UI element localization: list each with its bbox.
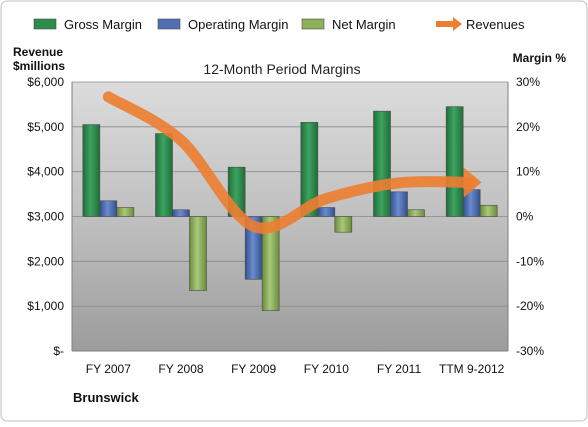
bar-operating-margin	[172, 209, 190, 217]
right-tick-label: 20%	[516, 120, 540, 134]
x-tick-label: TTM 9-2012	[439, 362, 505, 376]
left-tick-label: $4,000	[27, 165, 64, 179]
left-tick-label: $6,000	[27, 75, 64, 89]
revenue-line	[102, 91, 478, 234]
bar-gross-margin	[155, 133, 173, 217]
x-tick-label: FY 2007	[86, 362, 131, 376]
bar-net-margin	[334, 216, 353, 233]
left-tick-label: $3,000	[27, 210, 64, 224]
bar-net-margin	[189, 216, 207, 291]
bar-net-margin	[479, 204, 498, 217]
right-tick-label: 10%	[516, 165, 540, 179]
right-tick-label: -20%	[516, 299, 544, 313]
bar-gross-margin	[373, 110, 391, 217]
left-tick-label: $2,000	[27, 254, 64, 268]
legend-swatch-net-margin	[301, 18, 325, 30]
x-tick-label: FY 2008	[158, 362, 203, 376]
legend-swatch-gross-margin	[33, 18, 57, 30]
left-axis-label-line-2: $millions	[13, 59, 65, 73]
legend-label-gross-margin: Gross Margin	[64, 17, 142, 32]
bar-operating-margin	[317, 207, 336, 217]
legend: Gross Margin Operating Margin Net Margin Re…	[33, 17, 525, 32]
bar-gross-margin	[445, 106, 464, 217]
right-tick-label: -10%	[516, 254, 544, 268]
left-tick-label: $-	[53, 344, 64, 358]
bar-operating-margin	[390, 191, 408, 217]
x-tick-label: FY 2011	[377, 362, 422, 376]
legend-label-revenues: Revenues	[466, 17, 525, 32]
revenue-line-arrowhead	[463, 167, 482, 198]
legend-swatch-arrowhead	[453, 17, 462, 31]
right-tick-label: 0%	[516, 210, 534, 224]
right-tick-label: 30%	[516, 75, 540, 89]
x-tick-label: FY 2009	[231, 362, 276, 376]
bar-net-margin	[407, 209, 425, 217]
legend-label-net-margin: Net Margin	[332, 17, 396, 32]
company-label: Brunswick	[73, 390, 140, 405]
axes: $- $1,000 $2,000 $3,000 $4,000 $5,000 $6,000 -3…	[27, 75, 544, 376]
left-tick-label: $1,000	[27, 299, 64, 313]
left-tick-label: $5,000	[27, 120, 64, 134]
x-tick-label: FY 2010	[304, 362, 349, 376]
left-axis-label-line-1: Revenue	[13, 45, 63, 59]
bar-gross-margin	[300, 122, 319, 217]
revenue-line-layer	[102, 91, 482, 234]
bar-net-margin	[261, 216, 280, 311]
chart-title: 12-Month Period Margins	[203, 61, 360, 77]
bar-gross-margin	[82, 124, 101, 217]
right-axis-label: Margin %	[513, 51, 567, 65]
bar-net-margin	[116, 207, 135, 217]
right-tick-label: -30%	[516, 344, 544, 358]
legend-swatch-operating-margin	[157, 18, 181, 30]
legend-label-operating-margin: Operating Margin	[188, 17, 288, 32]
bar-operating-margin	[99, 200, 118, 217]
